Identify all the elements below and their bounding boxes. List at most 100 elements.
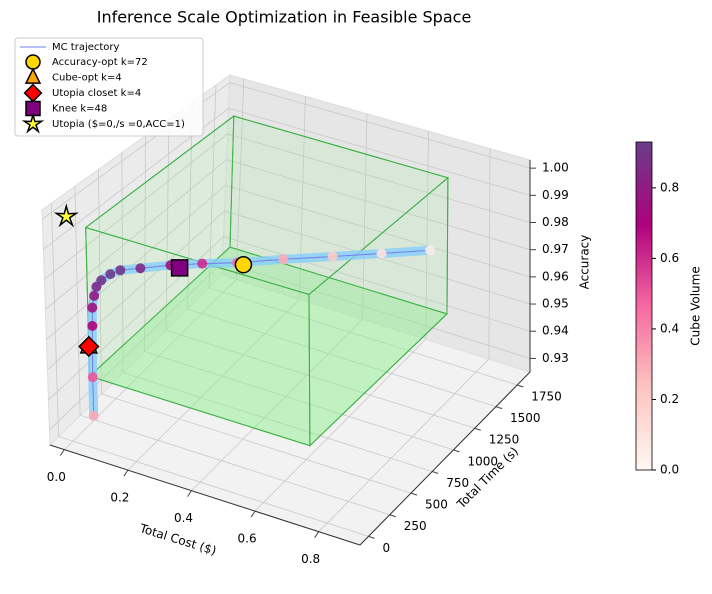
trajectory-point (89, 290, 100, 301)
grid-line (225, 184, 531, 278)
trajectory-point (197, 258, 208, 269)
grid-line (122, 372, 433, 472)
x-tick (314, 531, 320, 538)
trajectory-point (115, 265, 126, 276)
legend-label: MC trajectory (52, 42, 120, 53)
grid-line (127, 299, 300, 471)
marker (25, 54, 41, 70)
colorbar-label: Cube Volume (689, 266, 703, 345)
grid-line (101, 393, 412, 494)
grid-line (187, 308, 497, 407)
z-tick-label: 0.94 (542, 324, 569, 338)
grid-line (226, 159, 531, 251)
trajectory-point (87, 372, 98, 383)
trajectory-point (278, 254, 289, 265)
x-tick (250, 510, 256, 518)
grid-line (47, 210, 225, 370)
y-tick (453, 449, 460, 453)
y-tick-label: 500 (425, 498, 448, 512)
grid-line (79, 414, 390, 516)
y-tick-label: 1500 (510, 411, 541, 425)
grid-line (208, 287, 518, 386)
x-axis-label: Total Cost ($) (137, 521, 218, 558)
grid-line (254, 338, 427, 512)
marker (78, 335, 100, 358)
colorbar-tick-label: 0.8 (660, 180, 679, 194)
legend-label: Knee k=48 (52, 104, 107, 115)
grid-line (223, 236, 531, 332)
y-tick-label: 1000 (468, 454, 499, 468)
x-tick-label: 0.2 (110, 491, 129, 505)
grid-line (228, 107, 531, 196)
z-tick-label: 0.93 (542, 351, 569, 365)
trajectory-point (88, 410, 99, 421)
y-tick (389, 514, 396, 518)
marker (234, 255, 253, 274)
x-tick-label: 0.8 (301, 552, 320, 566)
grid-line (144, 351, 454, 451)
grid-line (58, 436, 369, 537)
trajectory-point (327, 251, 338, 262)
grid-line (46, 184, 226, 340)
y-tick-label: 1250 (489, 433, 520, 447)
y-tick-label: 750 (446, 476, 469, 490)
trajectory-point (87, 302, 98, 313)
feasible-face (85, 226, 311, 447)
z-tick-label: 0.95 (542, 297, 569, 311)
y-tick-label: 250 (404, 519, 427, 533)
scene: 0.0 0.2 0.4 0.6 0.8 0 250 500 750 1000 1250 1500 175… (41, 73, 592, 566)
x-tick (59, 449, 65, 456)
y-tick (495, 406, 503, 410)
grid-line (229, 82, 531, 169)
x-tick-label: 0.4 (174, 511, 193, 525)
trajectory-point (425, 245, 436, 256)
legend: MC trajectory Accuracy-opt k=72 Cube-opt k… (14, 37, 204, 137)
trajectory-point (105, 269, 116, 280)
x-tick-label: 0.6 (238, 532, 257, 546)
marker (24, 67, 42, 84)
colorbar-tick-label: 0.2 (660, 392, 679, 406)
z-tick-label: 0.99 (542, 188, 569, 202)
y-axis-line (359, 371, 531, 546)
x-axis-line (49, 444, 361, 546)
y-tick (368, 535, 375, 539)
z-tick-label: 0.96 (542, 269, 569, 283)
colorbar (635, 141, 653, 471)
marker (21, 112, 45, 134)
grid-line (227, 133, 531, 223)
trajectory-point (87, 320, 98, 331)
trajectory-point (96, 275, 107, 286)
chart-title: Inference Scale Optimization in Feasible… (97, 8, 472, 27)
grid-line (44, 133, 228, 280)
legend-label: Utopia closet k=4 (52, 88, 141, 99)
y-tick-label: 0 (383, 541, 391, 555)
y-tick (410, 492, 418, 496)
x-tick-label: 0.0 (47, 470, 66, 484)
colorbar-tick-label: 0.4 (660, 321, 679, 335)
y-tick (474, 427, 481, 431)
y-tick-label: 1750 (531, 389, 562, 403)
y-tick (432, 471, 439, 474)
marker (25, 100, 41, 117)
grid-line (64, 279, 237, 450)
colorbar-tick-label: 0.6 (660, 251, 679, 265)
marker (170, 259, 189, 277)
x-tick (187, 490, 192, 497)
z-axis-label: Accuracy (578, 235, 592, 290)
grid-line (191, 318, 363, 491)
z-tick-label: 1.00 (542, 161, 569, 175)
marker (53, 203, 79, 228)
grid-line (222, 261, 531, 359)
grid-line (165, 329, 475, 429)
z-tick-label: 0.97 (542, 242, 569, 256)
z-tick-label: 0.98 (542, 215, 569, 229)
grid-line (49, 261, 223, 431)
legend-label: Cube-opt k=4 (52, 73, 122, 84)
grid-line (45, 159, 227, 310)
x-tick (123, 469, 129, 477)
legend-label: Accuracy-opt k=72 (52, 57, 148, 68)
y-tick (517, 384, 524, 388)
legend-label: Utopia ($=0,/s =0,ACC=1) (52, 119, 185, 130)
trajectory-point (135, 263, 146, 274)
